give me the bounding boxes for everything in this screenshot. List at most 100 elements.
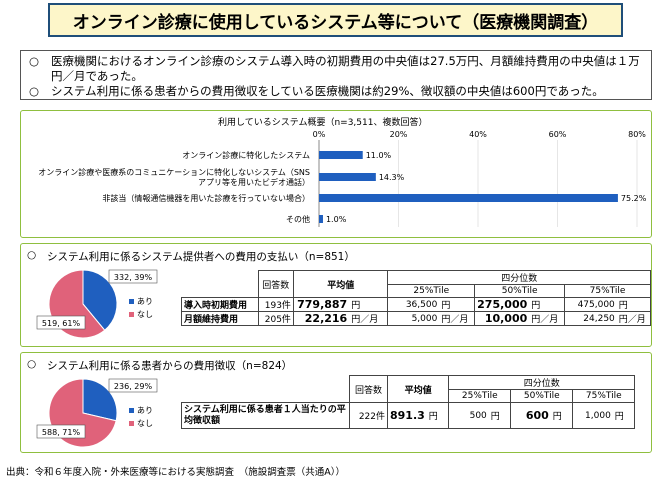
q75-cell: 1,000	[572, 402, 613, 429]
summary-text: 医療機関におけるオンライン診療のシステム導入時の初期費用の中央値は27.5万円、…	[51, 54, 640, 83]
legend-label: あり	[137, 406, 153, 415]
count-cell: 205件	[257, 311, 294, 326]
category-label: 非該当（情報通信機器を用いた診療を行っていない場合）	[102, 193, 310, 203]
heading-text: システム利用に係るシステム提供者への費用の支払い（n=851）	[47, 251, 355, 263]
q75-header: 75%Tile	[564, 284, 651, 298]
row-label: システム利用に係る患者１人当たりの平均徴収額	[181, 402, 350, 429]
slice-label-text: 236, 29%	[114, 382, 153, 391]
q75-unit: 円	[616, 297, 651, 312]
table-corner	[181, 375, 350, 403]
slice-label: 332, 39%	[108, 269, 158, 284]
mean-header: 平均値	[292, 270, 389, 298]
legend-label: なし	[137, 310, 153, 319]
legend-label: あり	[137, 297, 153, 306]
quartile-header: 四分位数	[448, 375, 636, 390]
quartile-header: 四分位数	[387, 270, 651, 285]
row-label: 月額維持費用	[181, 311, 259, 326]
category-label: オンライン診療に特化したシステム	[182, 150, 310, 160]
category-label: その他	[286, 214, 310, 224]
summary-text: システム利用に係る患者からの費用徴収をしている医療機関は約29%、徴収額の中央値…	[51, 84, 604, 98]
bar	[319, 215, 323, 223]
slice-label-text: 588, 71%	[42, 428, 81, 437]
legend-swatch	[129, 408, 134, 413]
q50-cell: 275,000	[474, 297, 530, 312]
q25-unit: 円／月	[439, 311, 476, 326]
count-cell: 193件	[257, 297, 294, 312]
legend-label: なし	[137, 419, 153, 428]
slice-label: 588, 71%	[36, 424, 86, 439]
label-box	[108, 378, 158, 393]
slice-label: 519, 61%	[36, 315, 86, 330]
q50-unit: 円	[550, 402, 574, 429]
pie-slice	[82, 269, 118, 331]
category-label: アプリ等を用いたビデオ通話）	[198, 177, 310, 187]
count-header: 回答数	[349, 375, 388, 403]
table-row: システム利用に係る患者１人当たりの平均徴収額 222件 891.3 円 500 …	[181, 402, 636, 429]
label-box	[36, 424, 86, 439]
provider-payment-panel: ○ システム利用に係るシステム提供者への費用の支払い（n=851） 332, 3…	[20, 243, 652, 347]
q75-header: 75%Tile	[572, 389, 636, 403]
count-cell: 222件	[349, 402, 388, 429]
summary-item: ○ システム利用に係る患者からの費用徴収をしている医療機関は約29%、徴収額の中…	[29, 84, 643, 99]
bullet: ○	[27, 249, 37, 261]
source-note: 出典：令和６年度入院・外来医療等における実態調査 （施設調査票（共通A））	[6, 467, 345, 478]
bullet: ○	[29, 84, 40, 98]
system-overview-panel: 利用しているシステム概要（n=3,511、複数回答） 0% 20% 40% 60% 80%…	[20, 110, 652, 238]
q25-cell: 5,000	[387, 311, 440, 326]
patient-fee-panel: ○ システム利用に係る患者からの費用徴収（n=824） 236, 29% 588,…	[20, 352, 652, 453]
mean-unit: 円／月	[349, 311, 389, 326]
chart-title: 利用しているシステム概要（n=3,511、複数回答）	[218, 116, 427, 128]
panel-heading: ○ システム利用に係るシステム提供者への費用の支払い（n=851）	[27, 249, 355, 264]
legend-swatch	[129, 299, 134, 304]
data-label: 11.0%	[366, 151, 392, 160]
q75-cell: 24,250	[564, 311, 617, 326]
q25-cell: 36,500	[387, 297, 440, 312]
provider-payment-table: 回答数 平均値 四分位数 25%Tile 50%Tile 75%Tile 導入時…	[181, 270, 651, 326]
x-tick-label: 80%	[628, 130, 646, 139]
bar	[319, 151, 363, 159]
heading-text: システム利用に係る患者からの費用徴収（n=824）	[47, 360, 293, 372]
x-tick-label: 20%	[390, 130, 408, 139]
legend-swatch	[129, 312, 134, 317]
q25-header: 25%Tile	[387, 284, 476, 298]
data-label: 14.3%	[379, 173, 405, 182]
bar	[319, 194, 618, 202]
label-box	[108, 269, 158, 284]
mean-unit: 円	[349, 297, 389, 312]
table-row: 導入時初期費用 193件 779,887 円 36,500 円 275,000 …	[181, 297, 651, 312]
q50-header: 50%Tile	[510, 389, 574, 403]
mean-cell: 779,887	[292, 297, 350, 312]
slice-label-text: 519, 61%	[42, 319, 81, 328]
data-label: 1.0%	[326, 215, 347, 224]
mean-header: 平均値	[386, 375, 450, 403]
mean-cell: 891.3	[386, 402, 427, 429]
q75-cell: 475,000	[564, 297, 617, 312]
q50-header: 50%Tile	[474, 284, 566, 298]
data-label: 75.2%	[621, 194, 647, 203]
q50-cell: 10,000	[474, 311, 530, 326]
q75-unit: 円／月	[616, 311, 651, 326]
mean-cell: 22,216	[292, 311, 350, 326]
table-corner	[181, 270, 259, 298]
q50-cell: 600	[510, 402, 551, 429]
x-tick-label: 40%	[469, 130, 487, 139]
q25-unit: 円	[488, 402, 512, 429]
q75-unit: 円	[612, 402, 636, 429]
q25-header: 25%Tile	[448, 389, 512, 403]
bullet: ○	[29, 54, 40, 68]
x-tick-label: 0%	[313, 130, 326, 139]
patient-fee-table: 回答数 平均値 四分位数 25%Tile 50%Tile 75%Tile システ…	[181, 375, 636, 429]
summary-item: ○ 医療機関におけるオンライン診療のシステム導入時の初期費用の中央値は27.5万…	[29, 54, 643, 84]
row-label: 導入時初期費用	[181, 297, 259, 312]
label-box	[36, 315, 86, 330]
category-label: オンライン診療や医療系のコミュニケーションに特化しないシステム（SNS	[38, 167, 310, 177]
bar	[319, 173, 376, 181]
page-title: オンライン診療に使用しているシステム等について（医療機関調査）	[48, 3, 623, 37]
q50-unit: 円／月	[529, 311, 566, 326]
legend-swatch	[129, 421, 134, 426]
q25-cell: 500	[448, 402, 489, 429]
table-row: 月額維持費用 205件 22,216 円／月 5,000 円／月 10,000 …	[181, 311, 651, 326]
count-header: 回答数	[257, 270, 294, 298]
